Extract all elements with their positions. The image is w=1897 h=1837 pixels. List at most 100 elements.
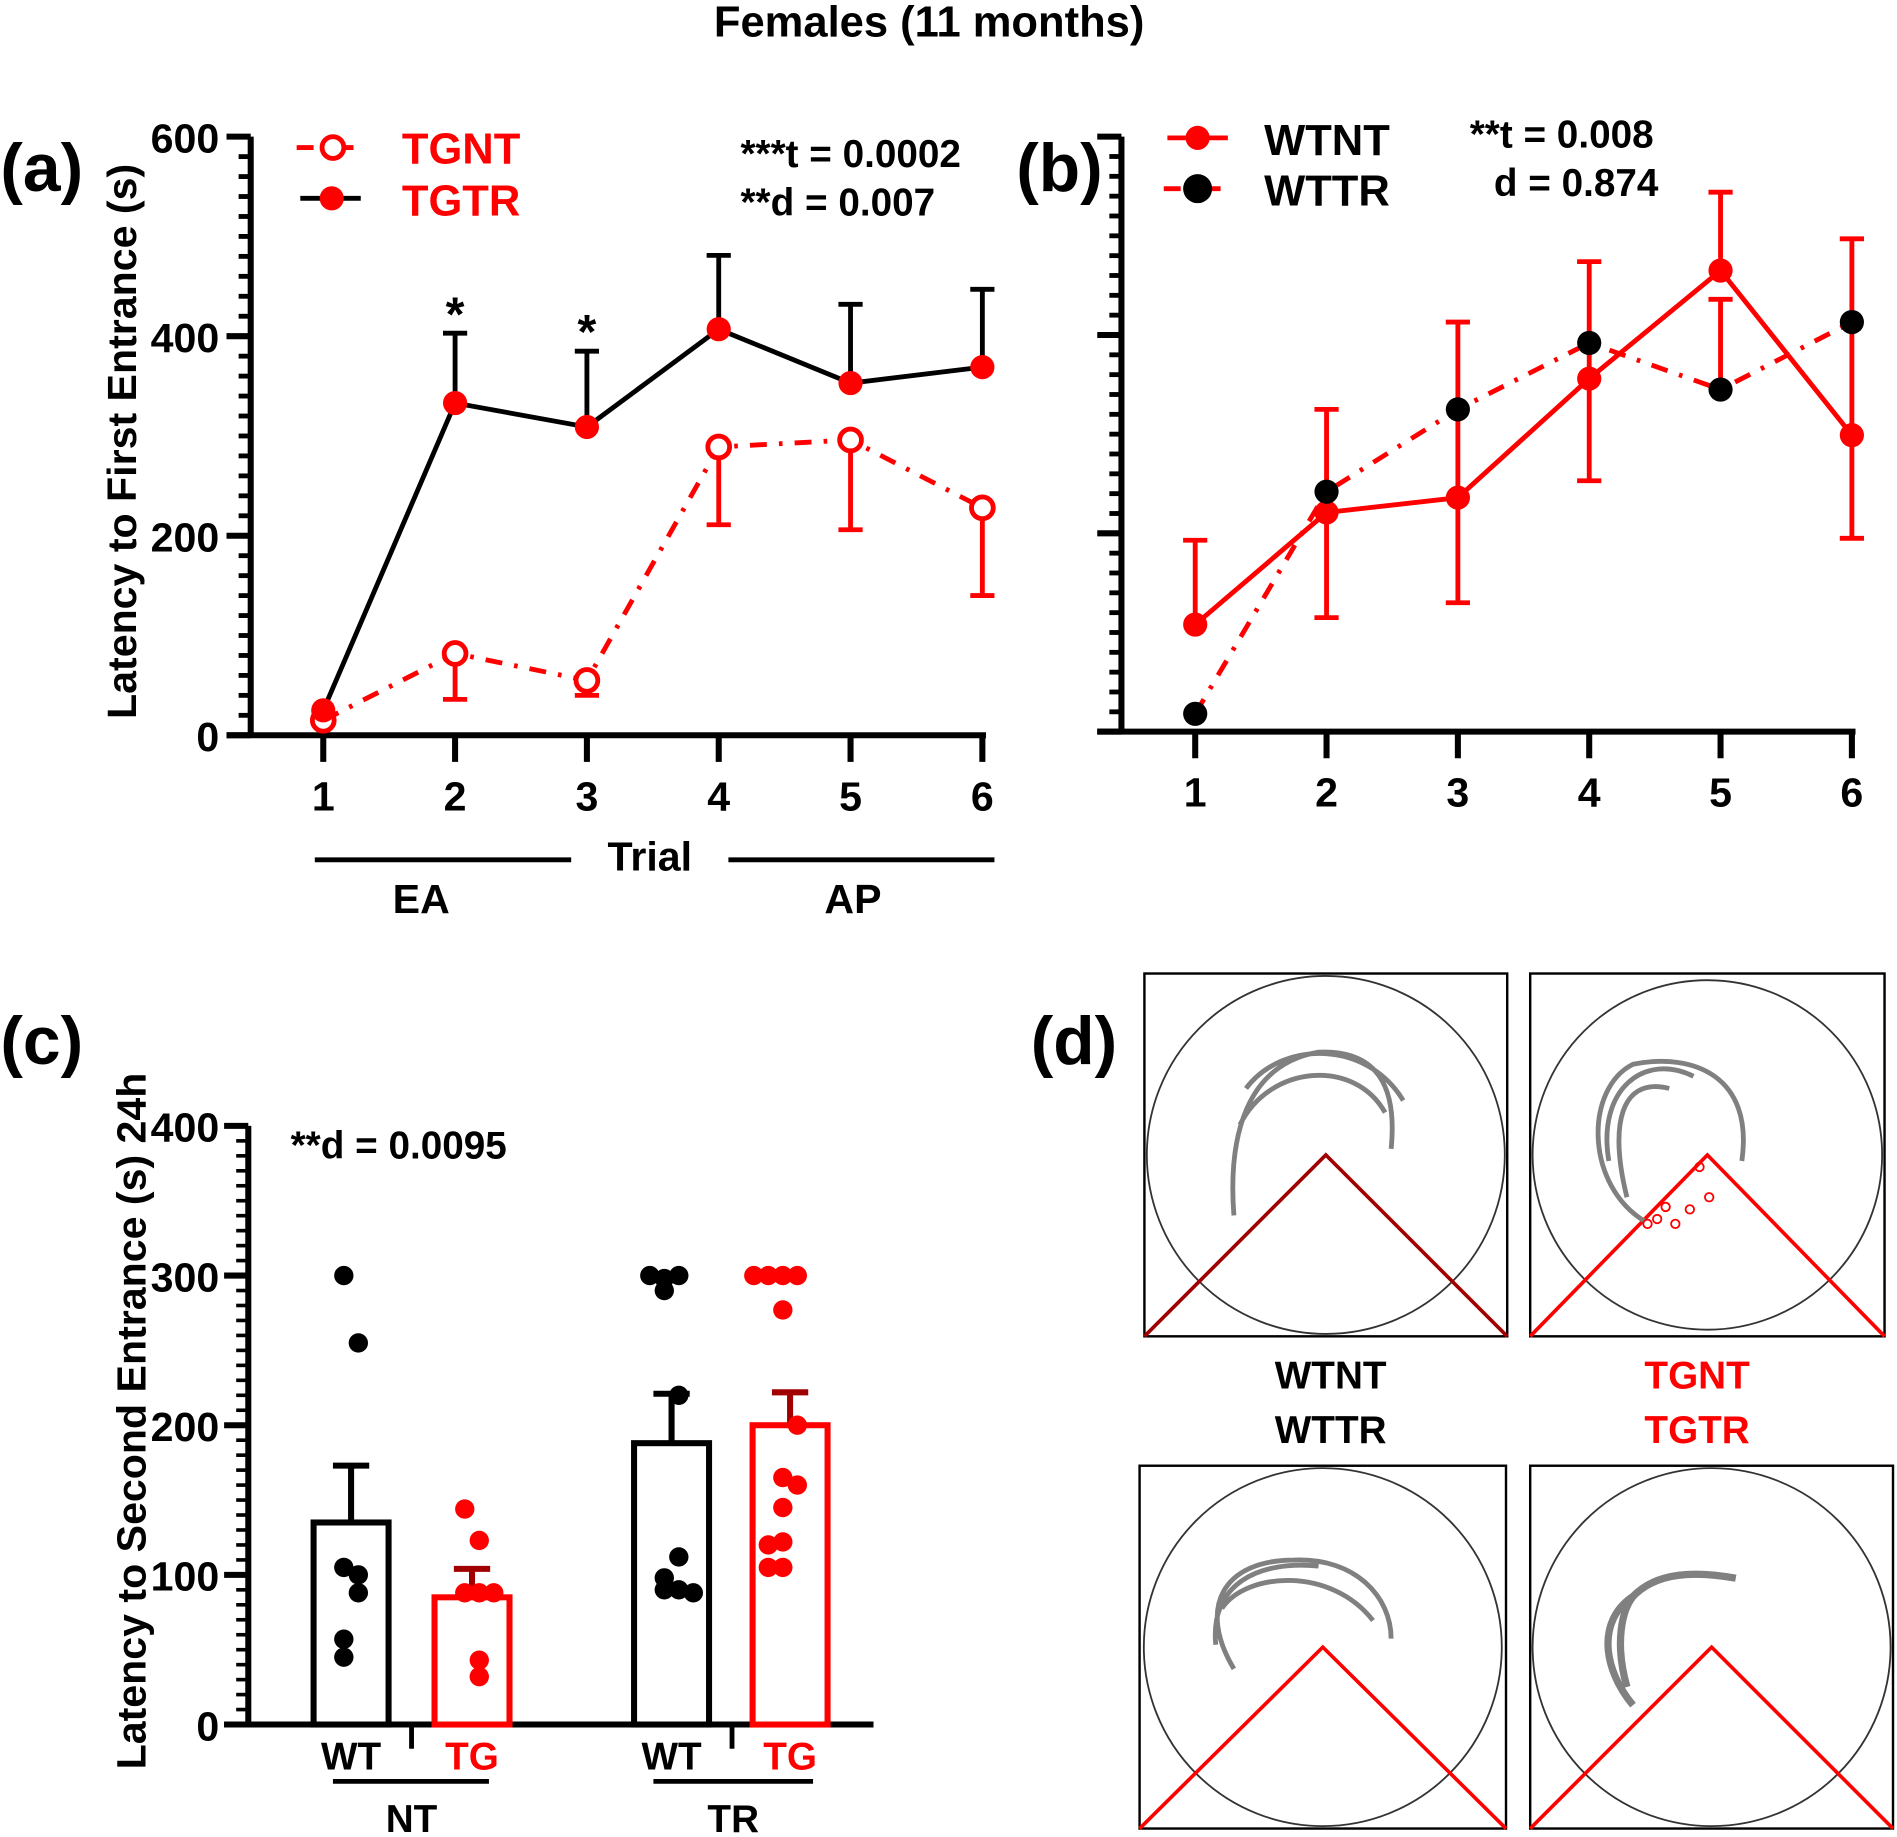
x-tick-label: 5 (839, 773, 862, 819)
legend-wttr-marker (1183, 174, 1213, 204)
data-point-WTNT (1708, 258, 1733, 283)
data-point (773, 1557, 793, 1578)
data-point (654, 1580, 674, 1600)
data-point (758, 1535, 778, 1555)
series-line-TGNT (322, 437, 984, 723)
shock-entry-marker (1660, 1201, 1671, 1213)
legend-tgnt-marker (319, 134, 347, 161)
panel-a-xlabel: Trial (608, 834, 693, 880)
data-point-WTTR (1708, 377, 1733, 402)
data-point-WTTR (1577, 330, 1602, 356)
x-tick-label: 1 (312, 773, 335, 819)
x-tick-label: 5 (1709, 770, 1732, 816)
x-tick-label: 3 (575, 773, 598, 819)
legend-wtnt-marker (1185, 125, 1210, 150)
data-point-WTNT (1314, 500, 1339, 525)
x-tick-label: TG (763, 1735, 817, 1778)
shock-entry-marker (1694, 1161, 1705, 1173)
data-point (654, 1280, 674, 1301)
data-point (455, 1583, 475, 1603)
legend-tgnt-label: TGNT (402, 125, 521, 173)
data-point (669, 1265, 689, 1286)
group-tr-label: TR (707, 1798, 759, 1837)
y-tick-label: 300 (151, 1254, 220, 1300)
data-point (348, 1333, 369, 1353)
significance-asterisk: * (446, 288, 465, 342)
data-point (758, 1557, 778, 1578)
data-point (334, 1647, 354, 1667)
data-point-TGNT (705, 433, 733, 461)
data-point (669, 1385, 689, 1405)
data-point (334, 1265, 354, 1286)
data-point-TGTR (970, 355, 995, 380)
phase-ap-label: AP (824, 876, 881, 922)
data-point (787, 1415, 808, 1435)
data-point (773, 1467, 793, 1488)
phase-ea-label: EA (393, 876, 450, 922)
shock-zone-triangle (1138, 1644, 1508, 1830)
x-tick-label: WT (641, 1735, 702, 1778)
data-point-WTNT (1839, 423, 1864, 448)
data-point-TGTR (838, 370, 863, 396)
data-point (455, 1499, 475, 1519)
panel-b-label: (b) (1016, 131, 1102, 206)
y-tick-label: 600 (151, 115, 220, 161)
data-point (758, 1265, 778, 1286)
series-line-WTNT (1193, 267, 1854, 627)
shock-entry-marker (1704, 1192, 1715, 1203)
data-point-TGTR (574, 414, 599, 440)
data-point (787, 1265, 808, 1286)
data-point (484, 1583, 504, 1603)
panel-a-stat-1: ***t = 0.0002 (740, 133, 960, 176)
data-point (683, 1583, 704, 1603)
data-point (669, 1547, 689, 1567)
series-line-TGTR (321, 326, 983, 712)
x-tick-label: WT (321, 1735, 382, 1778)
x-tick-label: 4 (1578, 770, 1601, 816)
data-point (469, 1666, 489, 1687)
data-point (469, 1583, 489, 1603)
data-point (669, 1580, 689, 1600)
legend-tgtr-marker (319, 186, 344, 211)
shock-zone-triangle (1528, 1644, 1895, 1830)
data-point-WTNT (1445, 485, 1470, 510)
data-point (773, 1265, 793, 1286)
data-point-WTTR (1314, 479, 1339, 504)
data-point (469, 1650, 489, 1670)
panel-d-label: (d) (1031, 1004, 1117, 1079)
panel-c-ylabel: Latency to Second Entrance (s) 24h (108, 1073, 154, 1770)
x-tick-label: 1 (1184, 770, 1207, 816)
data-point (640, 1265, 660, 1286)
bar-NT-WT (310, 1519, 392, 1728)
x-tick-label: 2 (1315, 770, 1338, 816)
data-point (348, 1583, 369, 1603)
panel-c: (c) Latency to Second Entrance (s) 24h *… (0, 1004, 874, 1837)
panel-b: (b) **t = 0.008 d = 0.874 WTNT WTTR 1 2 3 4… (1016, 114, 1864, 816)
data-point-TGTR (442, 390, 468, 416)
arena-circle (1145, 975, 1506, 1335)
shock-entry-marker (1642, 1218, 1653, 1230)
data-point-TGNT (573, 667, 601, 694)
panel-d: (d) WTNT WTTR TGNT TGTR (1031, 972, 1895, 1830)
data-point (348, 1565, 369, 1585)
data-point-WTTR (1839, 310, 1864, 335)
panel-a: (a) Latency to First Entrance (s) Trial … (0, 115, 996, 922)
y-tick-label: 200 (151, 514, 220, 560)
movement-trace (1230, 1049, 1406, 1216)
y-tick-label: 100 (151, 1554, 220, 1600)
data-point-WTNT (1183, 612, 1208, 637)
shock-zone-triangle (1143, 1152, 1509, 1338)
data-point-TGNT (837, 426, 864, 454)
track-image-3 (1138, 1464, 1508, 1830)
movement-trace (1604, 1570, 1737, 1708)
data-point-TGNT (441, 640, 469, 667)
label-wttr: WTTR (1275, 1409, 1387, 1452)
group-nt-label: NT (386, 1798, 438, 1837)
arena-circle (1531, 979, 1884, 1331)
figure-title: Females (11 months) (714, 0, 1144, 46)
track-image-2 (1528, 972, 1886, 1338)
panel-b-stat-2: d = 0.874 (1494, 162, 1659, 205)
data-point (773, 1497, 793, 1518)
significance-asterisk: * (577, 306, 596, 360)
y-tick-label: 400 (151, 315, 220, 361)
